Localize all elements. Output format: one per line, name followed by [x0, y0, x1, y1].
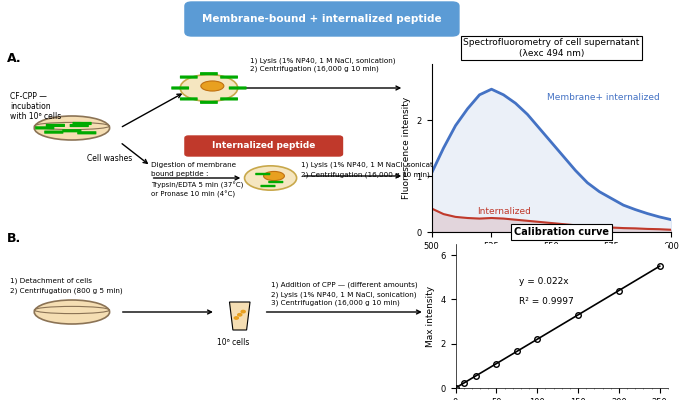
Text: bound peptide :: bound peptide : [151, 171, 208, 177]
Polygon shape [229, 302, 250, 330]
Circle shape [241, 310, 245, 313]
Ellipse shape [264, 172, 284, 180]
Text: 3) Centrifugation (16,000 g 10 min): 3) Centrifugation (16,000 g 10 min) [271, 300, 399, 306]
Text: Internalized peptide: Internalized peptide [212, 142, 315, 150]
Text: 1) Lysis (1% NP40, 1 M NaCl, sonication)
2) Centrifugation (16,000 g 10 min): 1) Lysis (1% NP40, 1 M NaCl, sonication)… [250, 58, 395, 72]
Text: 1) Addition of CPP — (different amounts): 1) Addition of CPP — (different amounts) [271, 282, 417, 288]
Text: y = 0.022x: y = 0.022x [519, 277, 569, 286]
Text: incubation: incubation [10, 102, 51, 111]
Text: 10⁶ cells: 10⁶ cells [216, 338, 249, 347]
Text: 1) Detachment of cells: 1) Detachment of cells [10, 278, 92, 284]
Text: Digestion of membrane: Digestion of membrane [151, 162, 236, 168]
FancyBboxPatch shape [45, 130, 64, 134]
Text: CF-CPP —: CF-CPP — [10, 92, 47, 101]
Text: Internalized: Internalized [477, 207, 531, 216]
Text: 2) Centrifugation (800 g 5 min): 2) Centrifugation (800 g 5 min) [10, 287, 123, 294]
Text: Membrane+ internalized: Membrane+ internalized [547, 93, 660, 102]
Text: Cell washes: Cell washes [87, 154, 132, 163]
Ellipse shape [245, 166, 297, 190]
Text: A.: A. [7, 52, 21, 65]
FancyBboxPatch shape [77, 131, 97, 134]
FancyBboxPatch shape [62, 129, 82, 132]
Text: Trypsin/EDTA 5 min (37°C): Trypsin/EDTA 5 min (37°C) [151, 182, 243, 189]
FancyBboxPatch shape [73, 122, 92, 125]
FancyBboxPatch shape [70, 124, 89, 127]
Text: Calibration curve: Calibration curve [514, 227, 609, 237]
Text: 1) Lysis (1% NP40, 1 M NaCl, sonication): 1) Lysis (1% NP40, 1 M NaCl, sonication) [301, 162, 447, 168]
FancyBboxPatch shape [220, 76, 238, 79]
FancyBboxPatch shape [229, 86, 247, 90]
FancyBboxPatch shape [220, 97, 238, 100]
Text: or Pronase 10 min (4°C): or Pronase 10 min (4°C) [151, 191, 235, 198]
Text: R² = 0.9997: R² = 0.9997 [519, 298, 574, 306]
FancyBboxPatch shape [260, 185, 275, 187]
Text: 2) Lysis (1% NP40, 1 M NaCl, sonication): 2) Lysis (1% NP40, 1 M NaCl, sonication) [271, 291, 416, 298]
Ellipse shape [34, 300, 110, 324]
FancyBboxPatch shape [35, 126, 54, 130]
FancyBboxPatch shape [269, 181, 284, 183]
FancyBboxPatch shape [185, 136, 342, 156]
FancyBboxPatch shape [200, 72, 218, 75]
FancyBboxPatch shape [185, 2, 459, 36]
FancyBboxPatch shape [171, 86, 189, 90]
X-axis label: Wavelength (nm): Wavelength (nm) [504, 256, 599, 266]
Circle shape [234, 317, 238, 319]
FancyBboxPatch shape [256, 173, 271, 175]
Y-axis label: Fluorescence intensity: Fluorescence intensity [402, 97, 411, 199]
Ellipse shape [34, 116, 110, 140]
FancyBboxPatch shape [46, 124, 65, 127]
Text: Membrane-bound + internalized peptide: Membrane-bound + internalized peptide [202, 14, 442, 24]
FancyBboxPatch shape [200, 101, 218, 104]
FancyBboxPatch shape [180, 76, 198, 79]
Text: 2) Centrifugation (16,000 g 10 min): 2) Centrifugation (16,000 g 10 min) [301, 171, 430, 178]
Text: B.: B. [7, 232, 21, 245]
Y-axis label: Max intensity: Max intensity [426, 286, 435, 346]
Ellipse shape [201, 81, 224, 91]
Circle shape [238, 314, 242, 316]
Ellipse shape [180, 74, 238, 102]
FancyBboxPatch shape [180, 97, 198, 100]
Text: with 10⁶ cells: with 10⁶ cells [10, 112, 62, 121]
Title: Spectrofluorometry of cell supernatant
(λexc 494 nm): Spectrofluorometry of cell supernatant (… [463, 38, 640, 58]
